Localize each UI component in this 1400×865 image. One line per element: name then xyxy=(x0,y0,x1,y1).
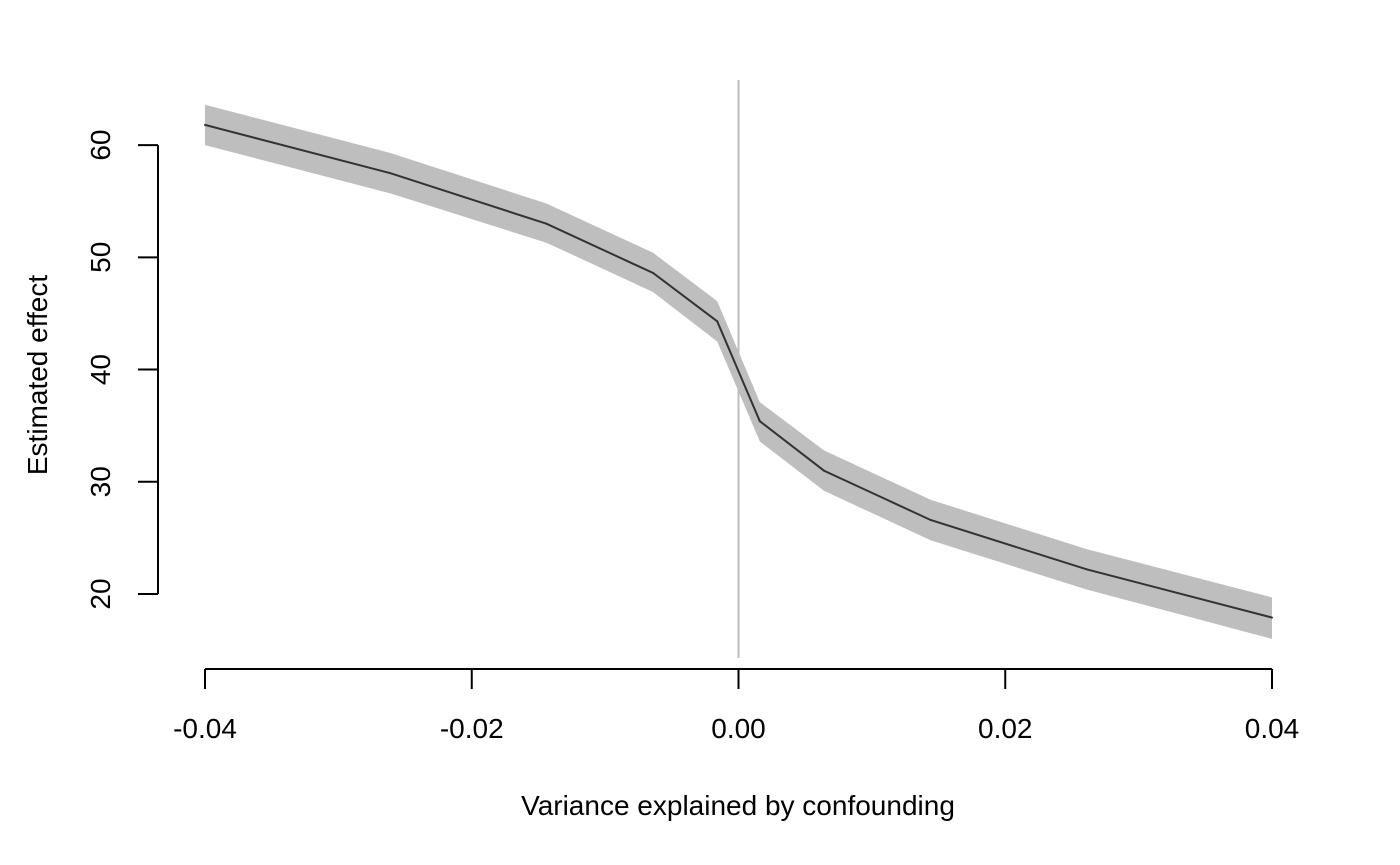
estimate-line xyxy=(204,123,1273,619)
estimate-point xyxy=(389,172,392,175)
estimate-point xyxy=(1271,616,1273,619)
estimate-point xyxy=(822,469,825,472)
y-tick-label: 20 xyxy=(85,578,116,609)
x-axis-title: Variance explained by confounding xyxy=(521,790,955,821)
estimate-point xyxy=(758,420,761,423)
y-axis-title: Estimated effect xyxy=(22,275,53,475)
x-tick-label: -0.04 xyxy=(173,713,237,744)
estimate-line-layer xyxy=(204,123,1273,619)
estimate-point xyxy=(716,320,719,323)
y-tick-label: 50 xyxy=(85,242,116,273)
x-tick-label: 0.04 xyxy=(1245,713,1300,744)
x-tick-label: 0.00 xyxy=(711,713,766,744)
y-axis: 20 30 40 50 60 xyxy=(85,130,159,610)
estimate-point xyxy=(1085,568,1088,571)
x-tick-label: -0.02 xyxy=(440,713,504,744)
x-tick-label: 0.02 xyxy=(978,713,1033,744)
y-tick-label: 30 xyxy=(85,466,116,497)
y-tick-label: 60 xyxy=(85,130,116,161)
estimate-point xyxy=(652,272,655,274)
estimate-point xyxy=(545,222,548,225)
estimate-point xyxy=(204,123,206,126)
estimate-point xyxy=(929,519,932,521)
x-axis: -0.04 -0.02 0.00 0.02 0.04 xyxy=(173,668,1300,744)
y-tick-label: 40 xyxy=(85,354,116,385)
